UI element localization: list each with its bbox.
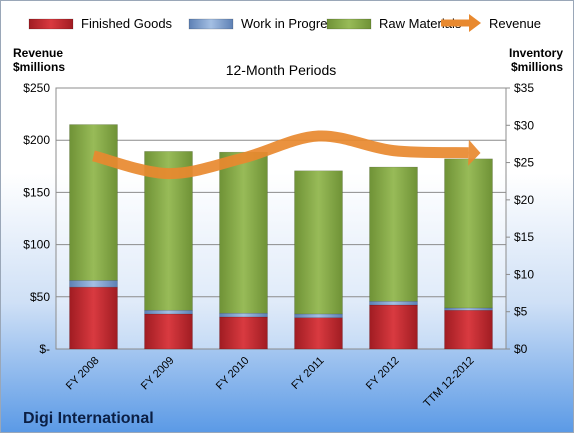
legend-finished-goods-label: Finished Goods <box>81 16 173 31</box>
bar-finished-goods <box>69 286 118 350</box>
legend-revenue-arrowhead <box>469 14 481 32</box>
left-tick-label: $150 <box>23 185 50 199</box>
category-label: FY 2012 <box>364 355 402 393</box>
left-axis-label: Revenue <box>13 46 63 60</box>
revenue-line <box>92 130 469 180</box>
left-tick-label: $250 <box>23 81 50 95</box>
chart-title: 12-Month Periods <box>226 62 337 78</box>
category-label: FY 2009 <box>139 355 177 393</box>
category-label: FY 2011 <box>289 355 326 392</box>
right-tick-label: $0 <box>514 342 528 356</box>
legend-finished-goods-swatch <box>28 18 74 30</box>
right-tick-label: $25 <box>514 156 534 170</box>
bar-work-in-progress <box>294 313 343 318</box>
right-tick-label: $5 <box>514 305 528 319</box>
company-name: Digi International <box>23 410 154 427</box>
bar-work-in-progress <box>219 312 268 318</box>
bar-raw-materials <box>294 170 343 315</box>
legend-raw-materials-swatch <box>326 18 372 30</box>
left-tick-label: $200 <box>23 133 50 147</box>
right-tick-label: $10 <box>514 267 534 281</box>
bar-raw-materials <box>219 151 268 314</box>
right-tick-label: $35 <box>514 81 534 95</box>
category-label: TTM 12-2012 <box>421 355 476 410</box>
right-tick-label: $30 <box>514 118 534 132</box>
bar-work-in-progress <box>144 309 193 315</box>
bar-raw-materials <box>69 124 118 281</box>
bar-finished-goods <box>219 316 268 350</box>
category-label: FY 2010 <box>214 355 252 393</box>
left-tick-label: $100 <box>23 238 50 252</box>
legend-revenue-label: Revenue <box>489 16 541 31</box>
bar-finished-goods <box>444 309 493 350</box>
bar-work-in-progress <box>69 280 118 288</box>
legend-work-in-progress-swatch <box>188 18 234 30</box>
bar-finished-goods <box>369 304 418 350</box>
bar-work-in-progress <box>369 301 418 306</box>
legend-work-in-progress-label: Work in Progress <box>241 16 341 31</box>
bar-finished-goods <box>294 317 343 350</box>
bar-raw-materials <box>369 166 418 302</box>
right-tick-label: $15 <box>514 230 534 244</box>
revenue-arrowhead <box>468 139 481 166</box>
left-tick-label: $- <box>39 342 50 356</box>
bar-finished-goods <box>144 313 193 350</box>
right-axis-label: $millions <box>511 60 563 74</box>
left-tick-label: $50 <box>30 290 50 304</box>
plot-area <box>55 87 507 350</box>
category-label: FY 2008 <box>64 355 102 393</box>
left-axis-label: $millions <box>13 60 65 74</box>
bar-raw-materials <box>444 158 493 309</box>
right-axis-label: Inventory <box>509 46 563 60</box>
right-tick-label: $20 <box>514 193 534 207</box>
bar-work-in-progress <box>444 307 493 311</box>
